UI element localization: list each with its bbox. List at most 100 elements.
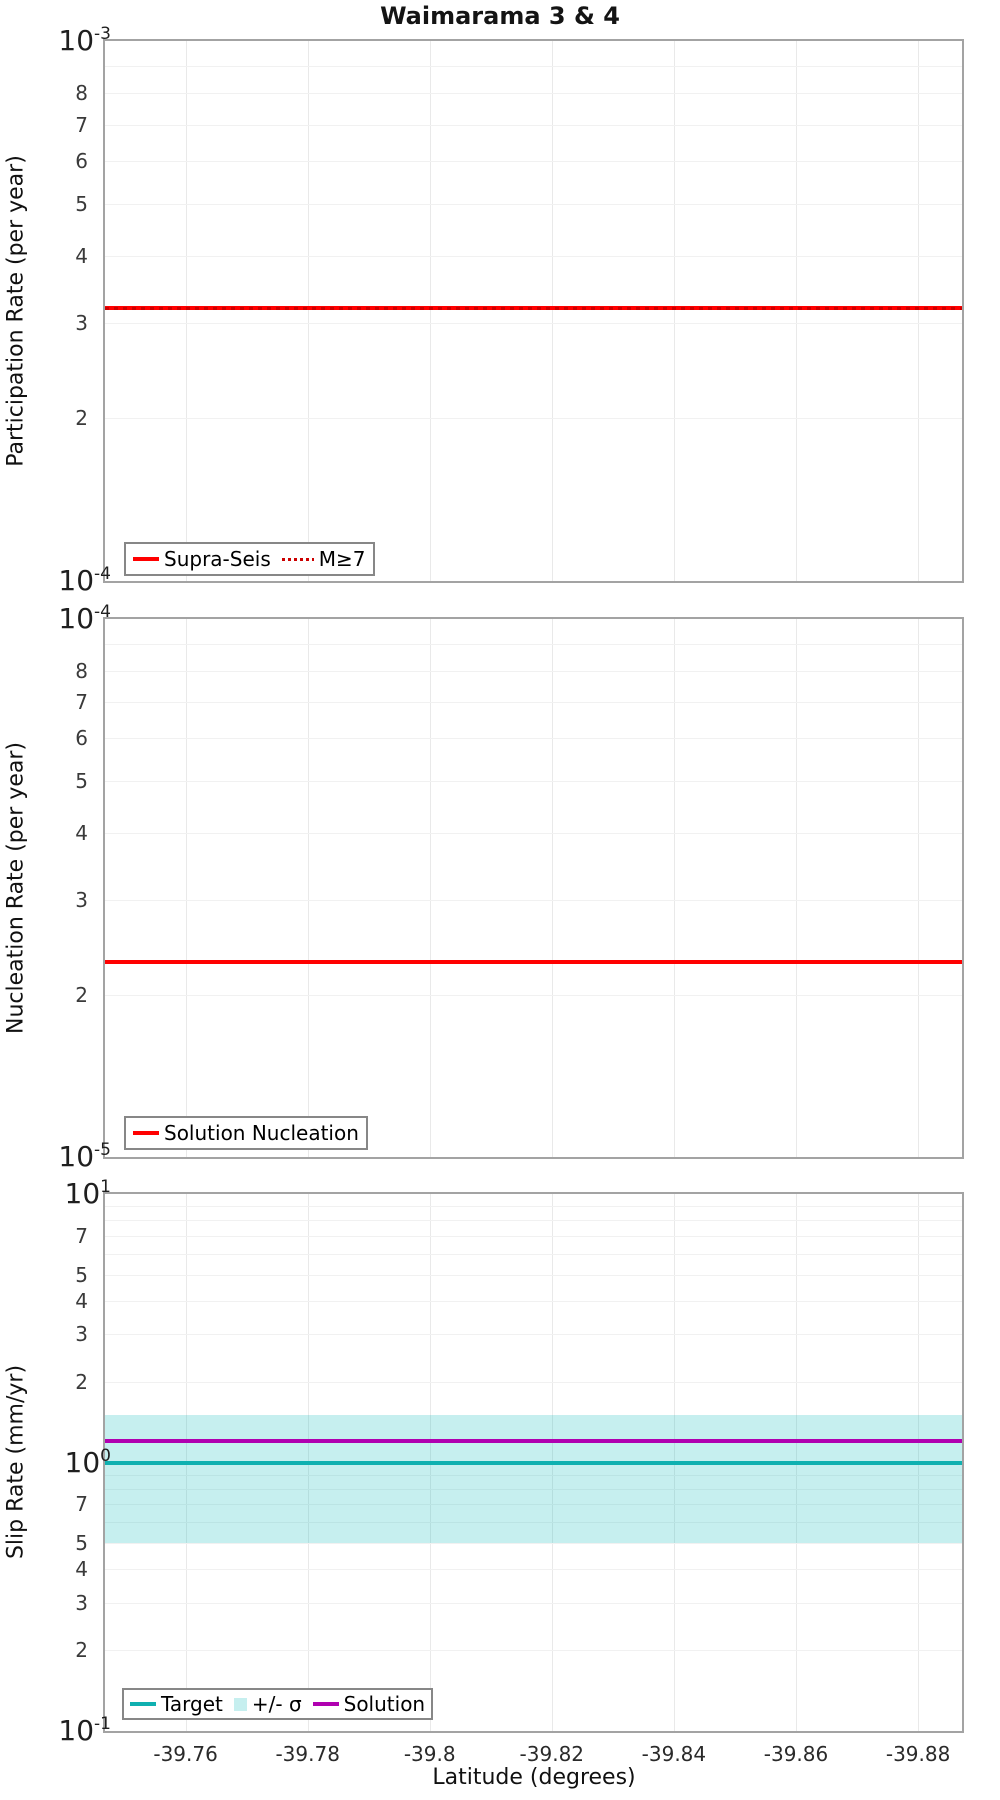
legend-nucleation-rate: Solution Nucleation [124, 1116, 368, 1150]
solution-line-swatch [312, 1702, 339, 1706]
y-decade-label: 10-4 [58, 604, 111, 633]
y-decade-exponent: 0 [100, 1445, 111, 1466]
y-tick-label: 4 [75, 1288, 88, 1313]
y-decade-base: 10 [64, 1445, 101, 1479]
gridline-v [796, 619, 797, 1157]
y-decade-exponent: 1 [100, 1177, 111, 1197]
y-tick-label: 7 [75, 1223, 88, 1248]
gridline-v [796, 41, 797, 581]
gridline-h [105, 1253, 962, 1255]
y-decade-label: 100 [64, 1445, 111, 1479]
gridline-h [105, 1504, 962, 1506]
gridline-h [105, 1381, 962, 1383]
sigma-band-swatch [233, 1697, 247, 1711]
legend-label-supra-seis: Supra-Seis [164, 547, 271, 571]
y-tick-label: 3 [75, 1590, 88, 1615]
y-tick-label: 7 [75, 1492, 88, 1517]
gridline-h [105, 1206, 962, 1208]
gridline-v [673, 619, 675, 1157]
gridline-h [105, 1220, 962, 1221]
gridline-h [105, 1474, 962, 1476]
gridline-v [429, 41, 431, 581]
legend-slip-rate: Target +/- σ Solution [122, 1688, 434, 1720]
x-tick-label: -39.78 [275, 1742, 340, 1766]
gridline-v [551, 41, 553, 581]
legend-label-sigma: +/- σ [251, 1692, 302, 1716]
gridline-h [105, 702, 962, 704]
plot-area-nucleation-rate [105, 619, 962, 1157]
gridline-h [105, 1650, 962, 1652]
gridline-h [105, 1488, 962, 1490]
solution-nucleation-line-swatch [133, 1131, 159, 1135]
gridline-h [105, 1543, 962, 1545]
gridline-h [105, 418, 962, 420]
y-tick-label: 8 [75, 81, 88, 106]
y-decade-base: 10 [58, 564, 95, 597]
gridline-h [105, 1522, 962, 1524]
gridline-h [105, 1274, 962, 1276]
chart-title: Waimarama 3 & 4 [380, 2, 620, 30]
x-tick-label: -39.88 [885, 1742, 951, 1766]
panel-participation-rate: Supra-Seis M≥7 [103, 39, 964, 583]
gridline-h [105, 643, 962, 645]
y-tick-label: 2 [75, 1638, 88, 1663]
gridline-h [105, 160, 962, 162]
y-tick-label: 2 [75, 983, 88, 1007]
gridline-h [105, 1235, 962, 1237]
panel-nucleation-rate: Solution Nucleation [103, 617, 964, 1159]
y-decade-exponent: -3 [94, 24, 111, 44]
y-tick-label: 5 [75, 1531, 88, 1556]
gridline-v [185, 619, 187, 1157]
y-decade-exponent: -1 [94, 1714, 111, 1734]
legend-label-target: Target [161, 1692, 223, 1716]
y-decade-base: 10 [58, 1140, 95, 1173]
gridline-h [105, 738, 962, 740]
legend-label-solution-nucleation: Solution Nucleation [164, 1121, 359, 1145]
y-decade-label: 10-5 [58, 1140, 111, 1173]
gridline-v [551, 619, 553, 1157]
y-tick-label: 2 [75, 1369, 88, 1394]
y-tick-label: 2 [75, 406, 88, 431]
x-tick-label: -39.82 [519, 1742, 585, 1766]
x-tick-label: -39.84 [641, 1742, 707, 1766]
y-decade-base: 10 [58, 1714, 95, 1747]
legend-label-solution: Solution [343, 1692, 426, 1716]
y-tick-label: 7 [75, 690, 88, 715]
gridline-h [105, 900, 962, 902]
gridline-h [105, 323, 962, 325]
y-tick-label: 8 [75, 659, 88, 684]
gridline-h [105, 1602, 962, 1604]
y-tick-label: 5 [75, 1262, 88, 1287]
gridline-v [429, 619, 431, 1157]
gridline-v [918, 41, 920, 581]
y-decade-exponent: -5 [94, 1140, 111, 1160]
series-line-m≥7 [105, 306, 962, 310]
y-tick-label: 4 [75, 821, 88, 846]
x-tick-label: -39.86 [763, 1742, 829, 1766]
gridline-h [105, 833, 962, 835]
gridline-h [105, 93, 962, 95]
y-tick-label: 3 [75, 888, 88, 913]
legend-label-m-ge-7: M≥7 [318, 547, 366, 571]
y-decade-label: 101 [65, 1177, 111, 1208]
gridline-h [105, 1569, 962, 1571]
y-decade-base: 10 [58, 24, 95, 57]
legend-participation-rate: Supra-Seis M≥7 [124, 542, 375, 576]
gridline-v [918, 619, 920, 1157]
panel-slip-rate: Target +/- σ Solution [103, 1192, 964, 1733]
y-axis-title-slip-rate: Slip Rate (mm/yr) [3, 1364, 29, 1560]
y-tick-label: 4 [75, 1557, 88, 1582]
gridline-h [105, 203, 962, 205]
x-tick-label: -39.8 [403, 1742, 456, 1766]
series-line-solution-nucleation [105, 960, 962, 965]
y-decade-label: 10-3 [58, 24, 111, 57]
y-axis-title-nucleation-rate: Nucleation Rate (per year) [3, 742, 29, 1034]
y-axis-title-participation-rate: Participation Rate (per year) [3, 155, 29, 467]
y-decade-exponent: -4 [94, 564, 111, 584]
gridline-h [105, 1334, 962, 1336]
series-line-target [105, 1460, 962, 1465]
y-tick-label: 3 [75, 311, 88, 336]
sigma-band [105, 1415, 962, 1544]
gridline-v [307, 41, 309, 581]
